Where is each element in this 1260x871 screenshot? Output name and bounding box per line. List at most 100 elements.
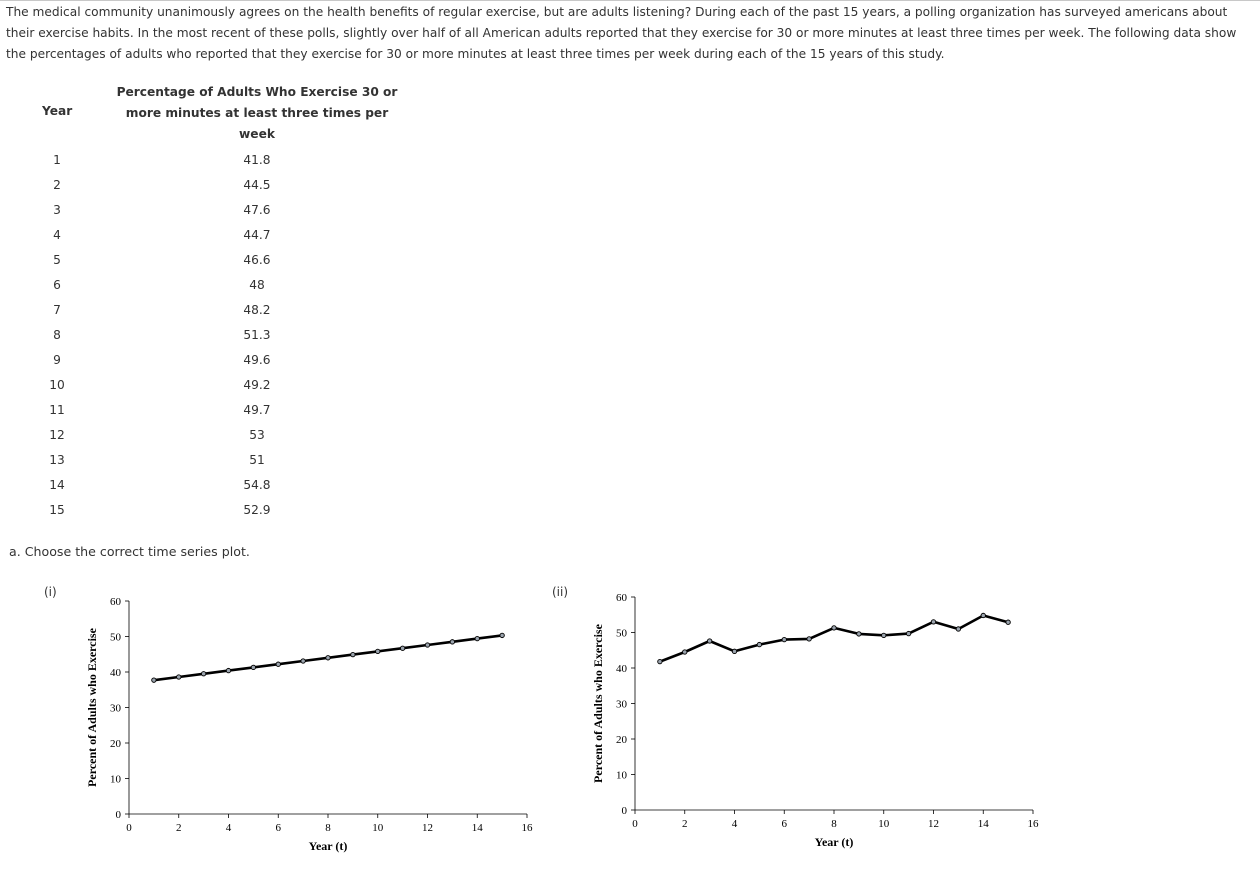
data-point (731, 648, 738, 654)
table-percentage-cell: 51 (249, 453, 265, 467)
data-point (831, 625, 837, 631)
x-tick-label: 2 (682, 818, 688, 830)
data-point (657, 658, 663, 665)
table-year-cell: 6 (53, 278, 61, 292)
table-percentage-cell: 51.3 (243, 328, 271, 342)
data-point (905, 630, 912, 637)
data-point (399, 645, 406, 651)
data-point (1005, 619, 1011, 625)
x-tick-label: 4 (226, 822, 232, 834)
x-tick-label: 12 (422, 822, 433, 834)
table-year-cell: 1 (53, 153, 61, 167)
table-percentage-cell: 41.8 (243, 153, 271, 167)
data-point (449, 639, 456, 645)
table-year-cell: 9 (53, 353, 61, 367)
x-axis-title: Year (t) (309, 839, 348, 853)
x-tick-label: 10 (878, 818, 890, 830)
data-point (930, 619, 937, 625)
percentage-header-line: Percentage of Adults Who Exercise 30 or (116, 85, 398, 99)
y-tick-label: 20 (110, 738, 122, 750)
data-point (499, 632, 505, 639)
data-point (375, 648, 381, 655)
table-percentage-cell: 49.6 (243, 353, 271, 367)
y-axis-title: Percent of Adults who Exercise (85, 627, 99, 787)
data-point (424, 642, 431, 648)
data-point (275, 661, 281, 667)
data-point (151, 677, 157, 683)
series-line (659, 614, 1009, 663)
table-percentage-cell: 52.9 (243, 503, 271, 517)
x-tick-label: 12 (928, 818, 939, 830)
x-tick-label: 6 (782, 818, 788, 830)
data-point (325, 655, 331, 661)
data-point (250, 664, 257, 671)
data-point (300, 658, 306, 664)
data-point (881, 632, 887, 638)
data-point (350, 651, 356, 658)
table-year-cell: 7 (53, 303, 61, 317)
data-point (474, 635, 480, 642)
x-tick-label: 2 (176, 822, 182, 834)
data-point (856, 631, 862, 637)
table-percentage-cell: 49.7 (243, 403, 271, 417)
y-tick-label: 30 (616, 699, 628, 711)
x-tick-label: 8 (831, 818, 837, 830)
question-text: a. Choose the correct time series plot. (9, 544, 250, 559)
option-i-label: (i) (44, 585, 57, 599)
option-ii-label: (ii) (552, 585, 569, 599)
top-divider (0, 0, 1260, 1)
data-point (682, 649, 688, 655)
data-point (806, 636, 812, 642)
y-tick-label: 0 (622, 805, 628, 817)
table-year-cell: 3 (53, 203, 61, 217)
time-series-plot-ii: 0 10 20 30 40 50 60 0 2 4 6 8 10 12 14 16 Year (t) Percen… (591, 592, 1039, 849)
data-point (781, 636, 787, 643)
percentage-column-header: Percentage of Adults Who Exercise 30 or … (112, 82, 402, 145)
x-tick-label: 0 (632, 818, 638, 830)
table-percentage-cell: 54.8 (243, 478, 271, 492)
table-year-cell: 5 (53, 253, 61, 267)
x-axis-title: Year (t) (815, 835, 854, 849)
x-tick-label: 16 (522, 822, 534, 834)
table-percentage-cell: 44.7 (243, 228, 271, 242)
y-tick-label: 30 (110, 703, 122, 715)
data-point (225, 667, 232, 674)
table-percentage-cell: 53 (249, 428, 265, 442)
table-year-cell: 14 (49, 478, 65, 492)
table-year-cell: 4 (53, 228, 61, 242)
data-point (176, 674, 182, 680)
data-point (756, 641, 763, 648)
y-tick-label: 50 (110, 632, 122, 644)
x-tick-label: 10 (372, 822, 384, 834)
data-point (200, 671, 207, 677)
x-tick-label: 4 (732, 818, 738, 830)
x-tick-label: 8 (325, 822, 331, 834)
x-tick-label: 6 (276, 822, 282, 834)
y-tick-label: 10 (110, 774, 122, 786)
data-point (706, 638, 713, 644)
y-tick-label: 10 (616, 770, 628, 782)
table-year-cell: 2 (53, 178, 61, 192)
x-tick-label: 0 (126, 822, 132, 834)
y-tick-label: 60 (110, 596, 122, 608)
percentage-header-line: week (239, 127, 275, 141)
intro-paragraph: The medical community unanimously agrees… (6, 5, 1237, 61)
data-point (955, 626, 962, 632)
y-tick-label: 50 (616, 628, 628, 640)
time-series-plot-i: 0 10 20 30 40 50 60 0 2 4 6 8 10 12 14 16 Year (t) Percen… (85, 596, 534, 853)
table-percentage-cell: 48.2 (243, 303, 271, 317)
table-percentage-cell: 44.5 (243, 178, 271, 192)
y-tick-label: 40 (110, 667, 122, 679)
table-percentage-cell: 47.6 (243, 203, 271, 217)
x-tick-label: 14 (978, 818, 990, 830)
table-year-cell: 8 (53, 328, 61, 342)
y-tick-label: 60 (616, 592, 628, 604)
table-percentage-cell: 48 (249, 278, 265, 292)
year-column-header: Year (42, 104, 73, 118)
y-tick-label: 0 (116, 809, 122, 821)
table-year-cell: 15 (49, 503, 65, 517)
y-axis-title: Percent of Adults who Exercise (591, 623, 605, 783)
table-year-cell: 10 (49, 378, 65, 392)
y-tick-label: 40 (616, 663, 628, 675)
percentage-header-line: more minutes at least three times per (125, 106, 389, 120)
